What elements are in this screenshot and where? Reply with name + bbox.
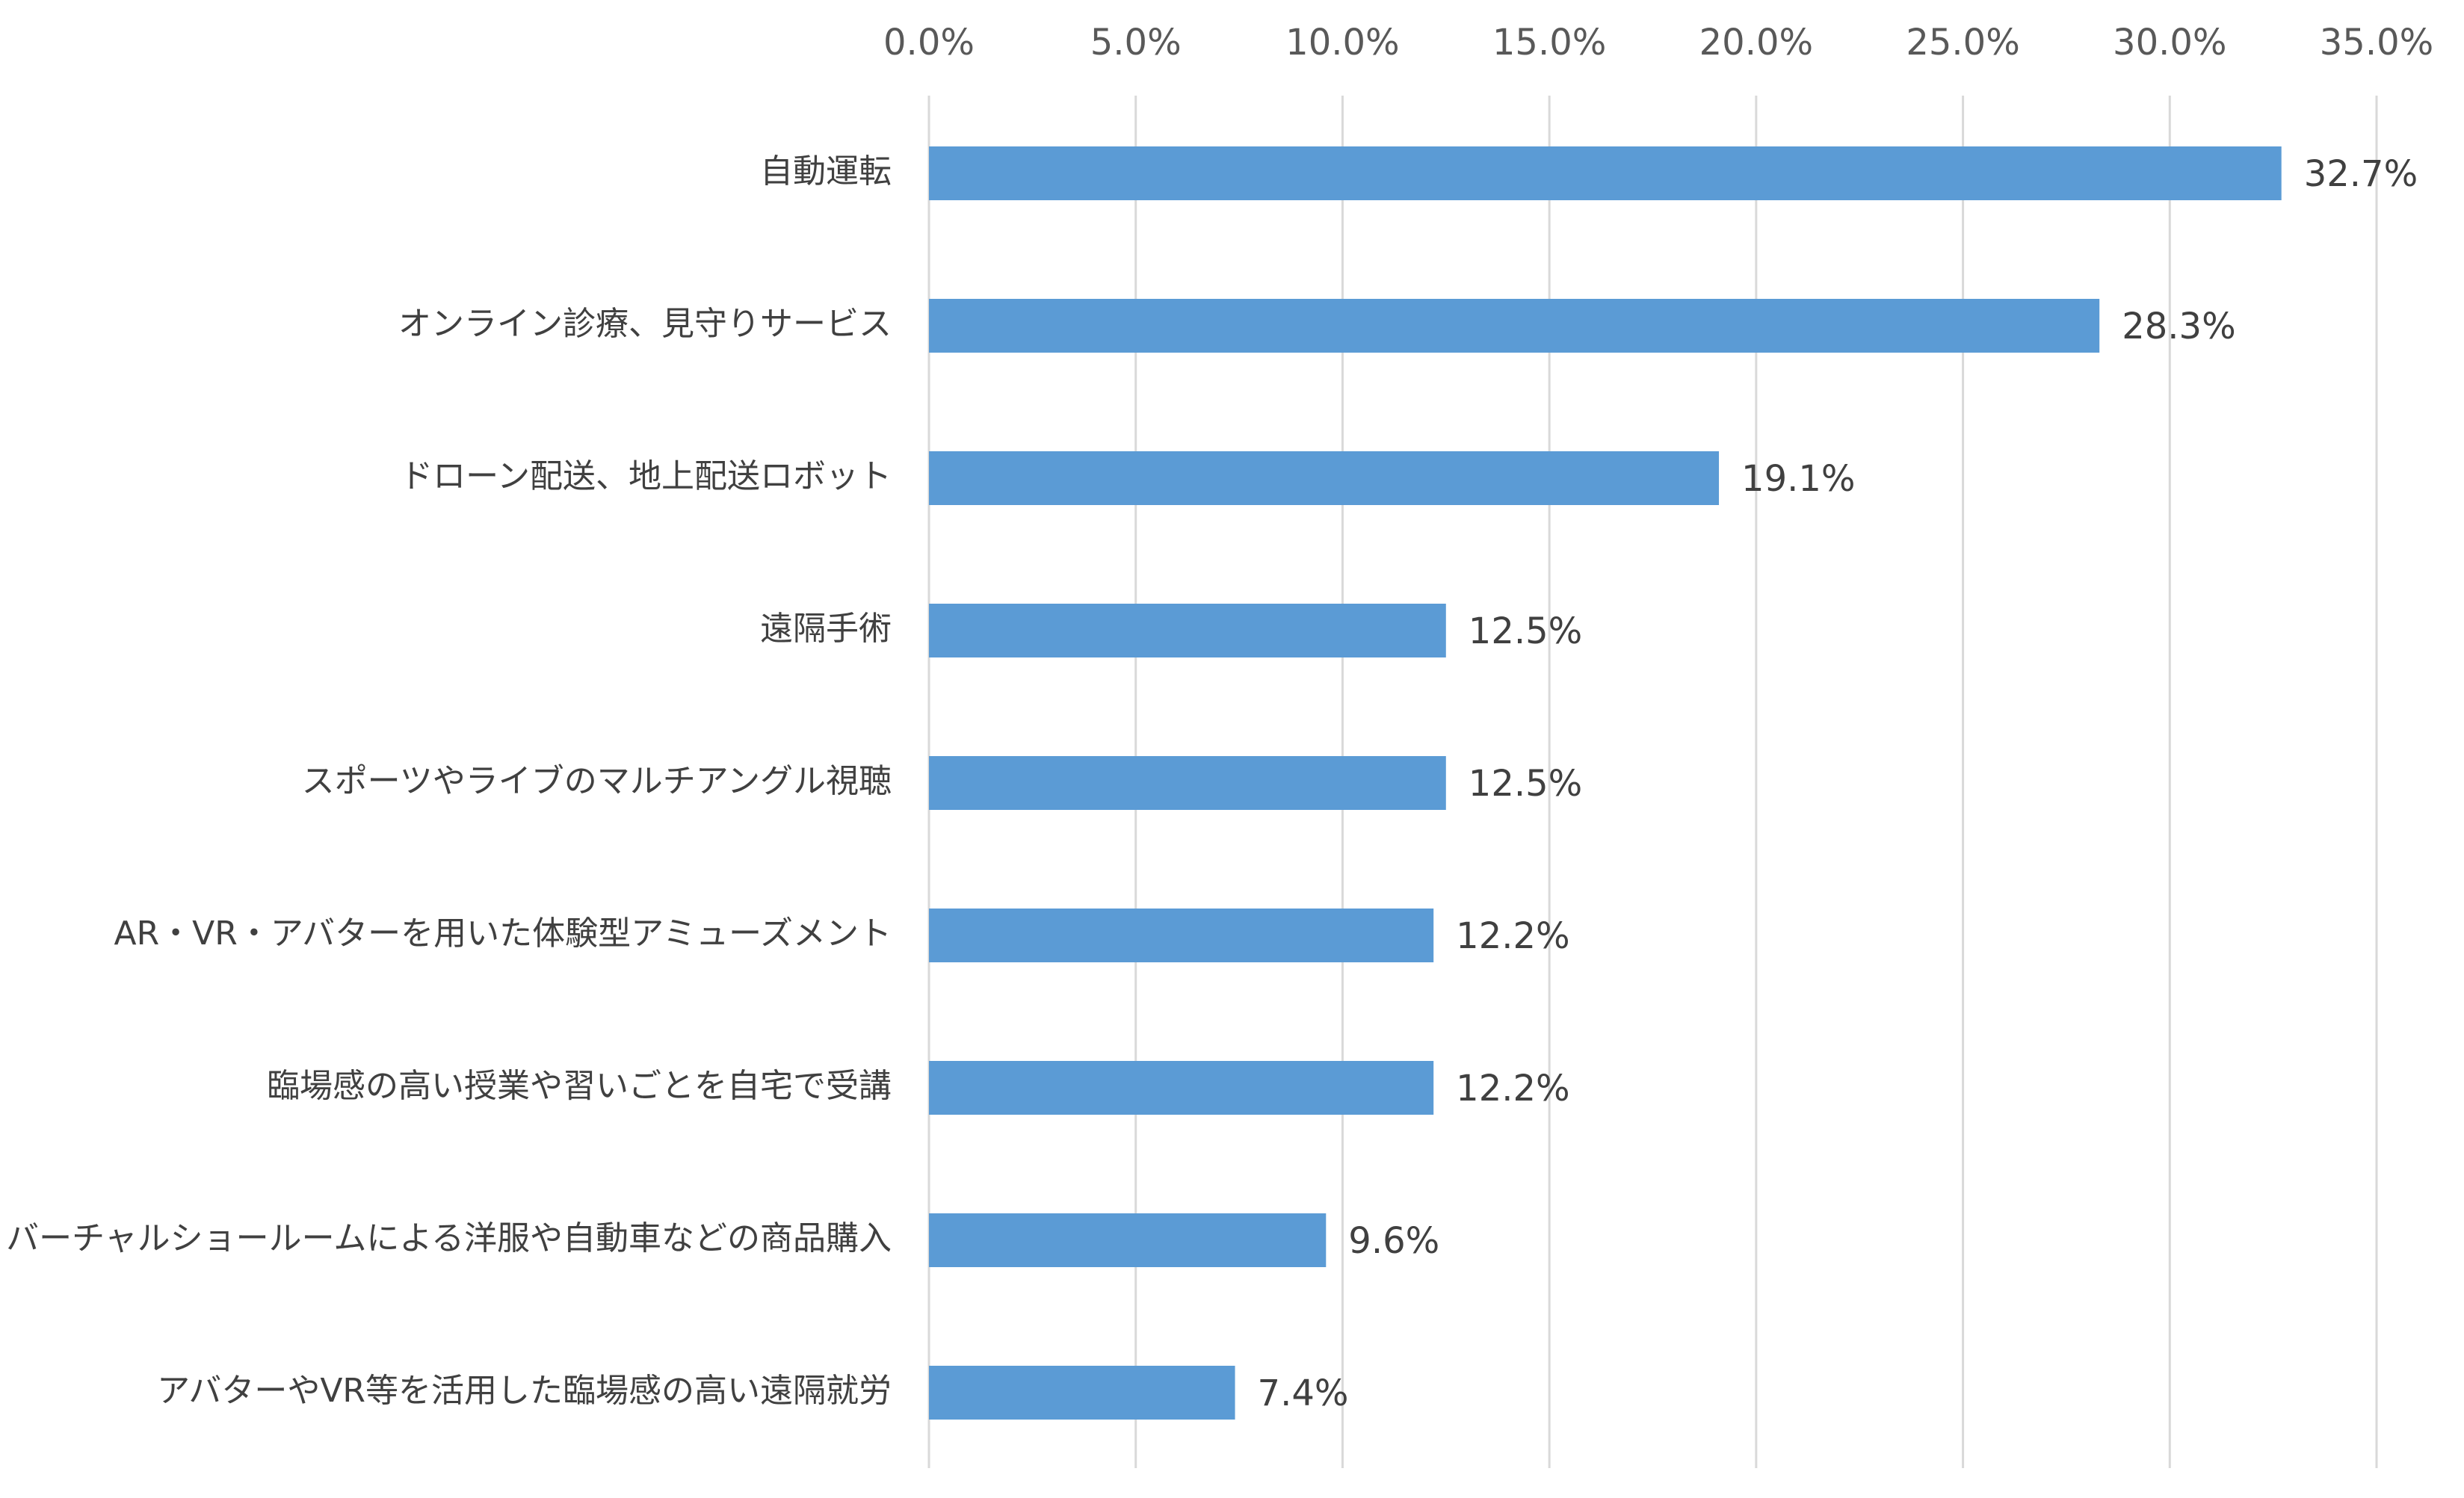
bar-7 — [929, 1213, 1327, 1267]
category-label: バーチャルショールームによる洋服や自動車などの商品購入 — [6, 1219, 892, 1257]
category-label: AR・VR・アバターを用いた体験型アミューズメント — [114, 914, 892, 953]
category-label: オンライン診療、見守りサービス — [398, 305, 892, 343]
bar-4 — [929, 756, 1446, 810]
bar-3 — [929, 604, 1446, 657]
bar-8 — [929, 1366, 1235, 1420]
category-label: スポーツやライブのマルチアングル視聴 — [302, 762, 892, 800]
category-label: 自動運転 — [760, 152, 892, 191]
bar-0 — [929, 146, 2282, 200]
data-label: 12.5% — [1469, 610, 1582, 652]
x-tick-label: 10.0% — [1285, 22, 1399, 64]
bars — [929, 146, 2282, 1420]
bar-1 — [929, 299, 2100, 353]
x-axis-tick-labels: 0.0% 5.0% 10.0% 15.0% 20.0% 25.0% 30.0% 35.0% — [883, 22, 2433, 64]
category-label: ドローン配送、地上配送ロボット — [400, 457, 892, 495]
data-label: 9.6% — [1348, 1220, 1439, 1262]
data-label: 19.1% — [1741, 458, 1855, 500]
category-label: アバターやVR等を活用した臨場感の高い遠隔就労 — [157, 1372, 892, 1410]
category-label: 遠隔手術 — [760, 610, 892, 648]
data-label: 32.7% — [2304, 153, 2418, 195]
x-tick-label: 35.0% — [2320, 22, 2433, 64]
bar-2 — [929, 451, 1720, 505]
data-label: 12.2% — [1456, 1068, 1569, 1109]
category-label: 臨場感の高い授業や習いごとを自宅で受講 — [267, 1067, 892, 1105]
x-tick-label: 5.0% — [1090, 22, 1182, 64]
data-label: 7.4% — [1258, 1372, 1349, 1414]
bar-6 — [929, 1061, 1434, 1115]
data-label: 12.5% — [1469, 763, 1582, 805]
x-tick-label: 0.0% — [883, 22, 975, 64]
x-tick-label: 20.0% — [1699, 22, 1813, 64]
category-labels: 自動運転オンライン診療、見守りサービスドローン配送、地上配送ロボット遠隔手術スポ… — [6, 152, 892, 1410]
data-labels: 32.7% 28.3% 19.1% 12.5% 12.5% 12.2% 12.2% 9.6% 7… — [1258, 153, 2418, 1414]
x-tick-label: 25.0% — [1906, 22, 2019, 64]
bar-5 — [929, 909, 1434, 962]
x-tick-label: 30.0% — [2113, 22, 2226, 64]
data-label: 28.3% — [2122, 306, 2235, 347]
x-tick-label: 15.0% — [1492, 22, 1606, 64]
data-label: 12.2% — [1456, 915, 1569, 957]
